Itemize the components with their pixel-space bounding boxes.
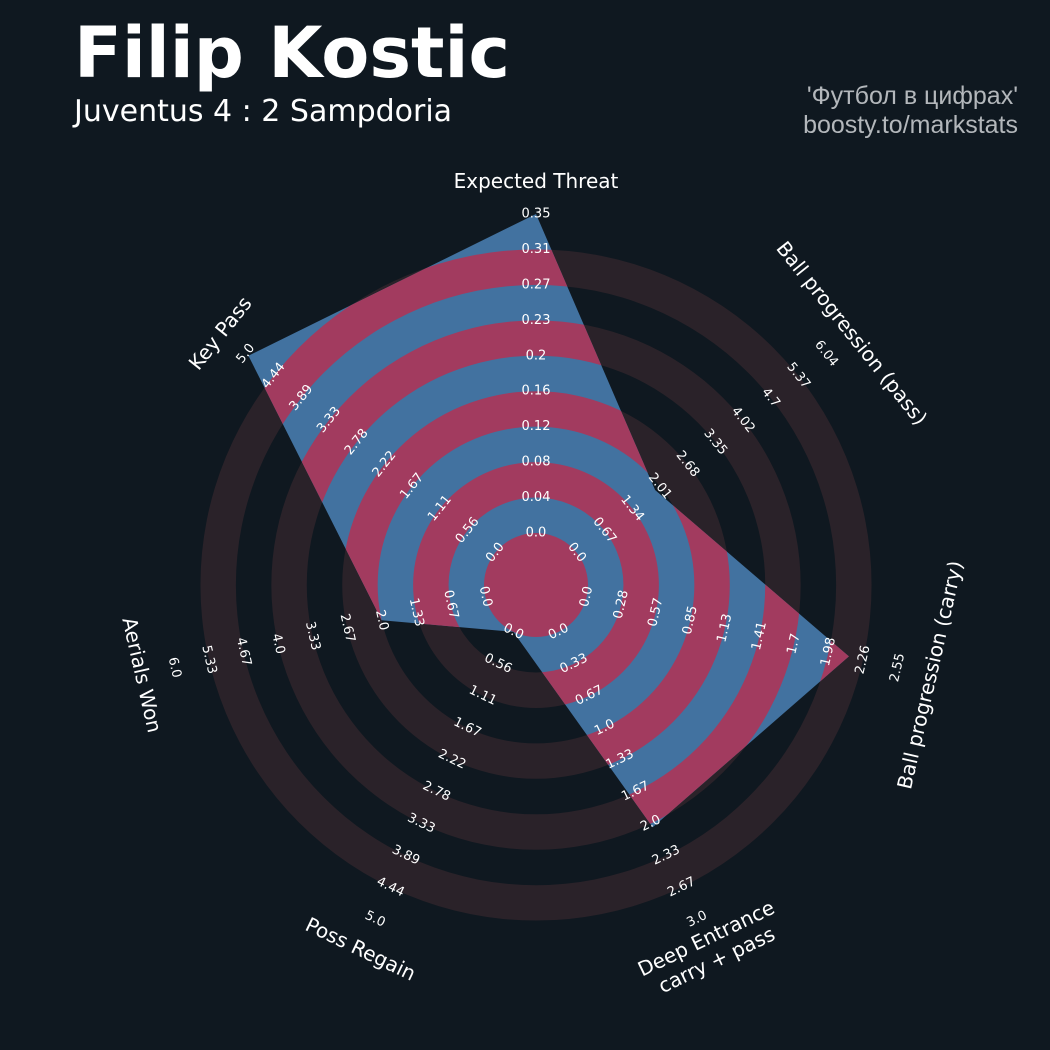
param-label-line: Poss Regain [302, 912, 420, 985]
tick-label: 0.0 [577, 585, 596, 609]
match-subtitle: Juventus 4 : 2 Sampdoria [74, 94, 453, 129]
tick-label: 2.26 [853, 644, 874, 676]
player-name-title: Filip Kostic [74, 12, 510, 94]
tick-label: 0.08 [522, 455, 551, 470]
tick-label: 2.55 [887, 652, 908, 684]
credit-block: 'Футбол в цифрах' boosty.to/markstats [803, 82, 1018, 140]
credit-line-1: 'Футбол в цифрах' [806, 82, 1018, 110]
tick-label: 0.35 [522, 207, 551, 222]
tick-label: 1.13 [714, 612, 735, 644]
tick-label: 0.27 [522, 277, 551, 292]
tick-label: 0.0 [526, 526, 547, 541]
param-label: Aerials Won [117, 615, 167, 735]
param-label-line: Aerials Won [117, 615, 167, 735]
tick-label: 0.85 [680, 604, 701, 636]
tick-label: 1.33 [406, 597, 427, 629]
tick-label: 0.12 [522, 419, 551, 434]
tick-label: 1.41 [749, 620, 770, 652]
tick-label: 0.2 [526, 348, 547, 363]
tick-label: 2.67 [337, 612, 358, 644]
tick-label: 1.7 [784, 632, 803, 656]
tick-label: 0.0 [476, 585, 495, 609]
ring-band-highlight [484, 533, 588, 637]
tick-label: 4.67 [233, 636, 254, 668]
credit-line-2: boosty.to/markstats [803, 111, 1018, 139]
param-label: Expected Threat [454, 169, 619, 193]
tick-label: 5.0 [362, 908, 387, 930]
tick-label: 0.67 [440, 589, 461, 621]
param-label-line: Expected Threat [454, 169, 619, 193]
tick-label: 4.0 [268, 632, 287, 656]
tick-label: 0.23 [522, 313, 551, 328]
param-label: Poss Regain [302, 912, 420, 985]
tick-label: 6.0 [165, 656, 184, 680]
tick-label: 1.98 [818, 636, 839, 668]
tick-label: 0.57 [645, 597, 666, 629]
tick-label: 5.33 [198, 644, 219, 676]
tick-label: 0.04 [522, 490, 551, 505]
header: Filip Kostic Juventus 4 : 2 Sampdoria 'Ф… [0, 0, 1050, 140]
tick-label: 2.0 [372, 608, 391, 632]
param-label: Deep Entrancecarry + pass [634, 895, 789, 1003]
radar-rings-highlight [248, 249, 849, 828]
tick-label: 0.16 [522, 384, 551, 399]
tick-label: 0.31 [522, 242, 551, 257]
tick-label: 3.33 [302, 620, 323, 652]
tick-label: 0.28 [611, 589, 632, 621]
tick-label: 6.04 [811, 338, 841, 370]
